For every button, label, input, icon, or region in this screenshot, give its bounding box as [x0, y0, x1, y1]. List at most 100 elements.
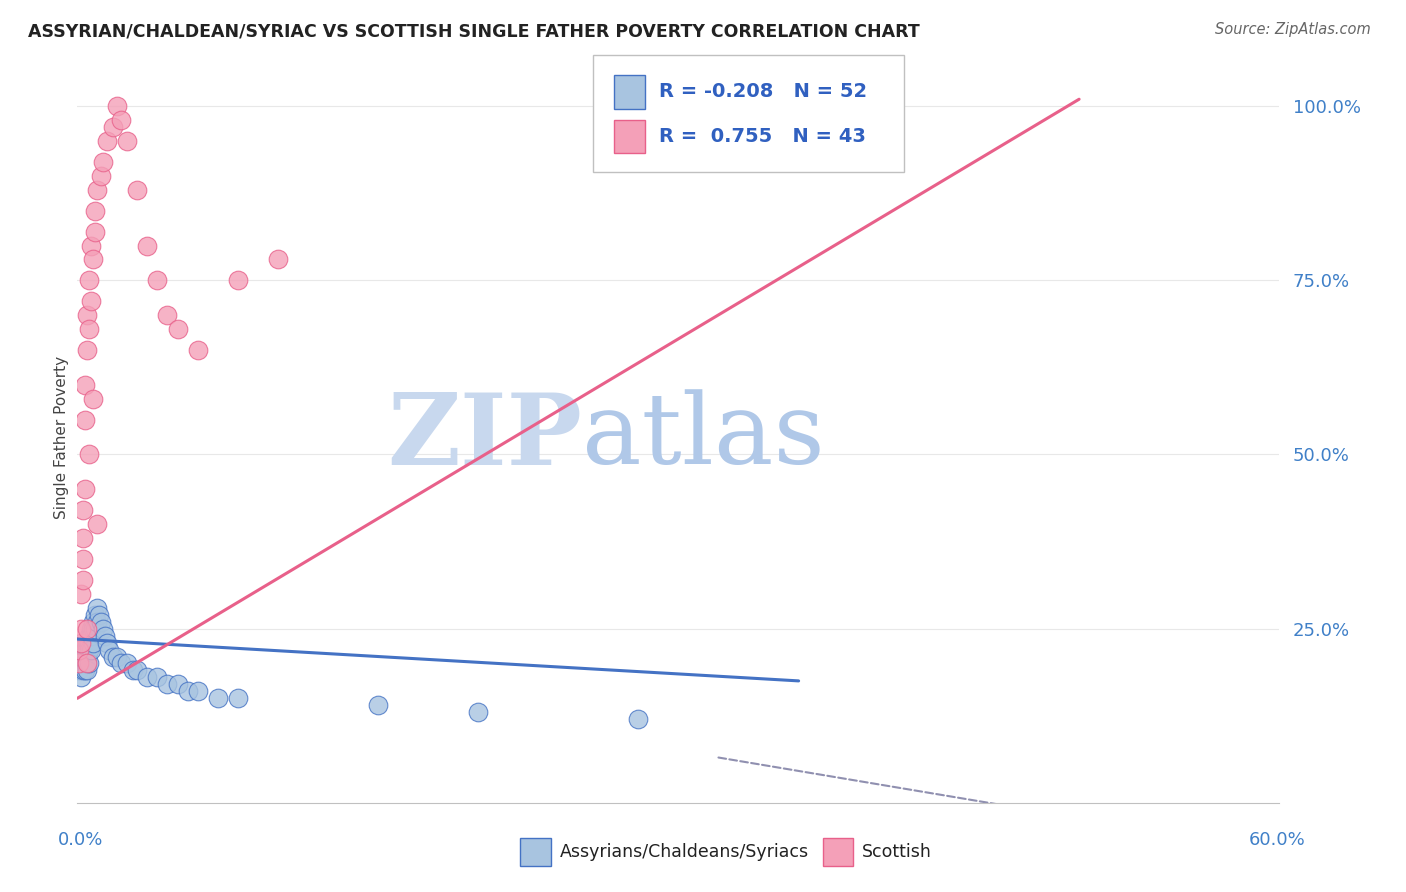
Point — [103, 120, 125, 134]
Point — [207, 691, 229, 706]
Point — [72, 649, 94, 664]
Point — [72, 531, 94, 545]
Point — [467, 705, 489, 719]
Point — [82, 615, 104, 629]
Point — [72, 503, 94, 517]
Point — [79, 273, 101, 287]
Point — [79, 322, 101, 336]
Point — [82, 392, 104, 406]
Point — [156, 677, 179, 691]
Point — [86, 615, 108, 629]
Point — [86, 600, 108, 615]
Point — [94, 629, 117, 643]
Point — [72, 664, 94, 678]
Point — [107, 99, 129, 113]
Point — [70, 657, 93, 671]
Point — [80, 642, 103, 657]
Point — [89, 607, 111, 622]
Point — [76, 657, 98, 671]
Point — [80, 629, 103, 643]
Point — [90, 169, 112, 183]
Point — [72, 552, 94, 566]
Point — [80, 294, 103, 309]
Point — [186, 684, 209, 698]
Point — [110, 113, 132, 128]
Point — [146, 273, 169, 287]
Point — [75, 412, 97, 426]
Point — [226, 691, 249, 706]
Point — [110, 657, 132, 671]
Point — [176, 684, 198, 698]
Point — [79, 448, 101, 462]
Point — [226, 273, 249, 287]
Point — [82, 252, 104, 267]
Point — [627, 712, 650, 726]
Point — [70, 635, 93, 649]
Point — [67, 642, 90, 657]
Point — [76, 622, 98, 636]
Point — [103, 649, 125, 664]
Point — [79, 635, 101, 649]
Point — [146, 670, 169, 684]
Text: ZIP: ZIP — [387, 389, 582, 485]
Point — [82, 635, 104, 649]
Text: 60.0%: 60.0% — [1249, 831, 1305, 849]
Point — [79, 657, 101, 671]
Point — [67, 657, 90, 671]
Text: atlas: atlas — [582, 389, 825, 485]
Point — [122, 664, 145, 678]
Text: R =  0.755   N = 43: R = 0.755 N = 43 — [659, 127, 866, 146]
Point — [70, 670, 93, 684]
Point — [166, 322, 188, 336]
Point — [76, 308, 98, 322]
Point — [267, 252, 290, 267]
Text: ASSYRIAN/CHALDEAN/SYRIAC VS SCOTTISH SINGLE FATHER POVERTY CORRELATION CHART: ASSYRIAN/CHALDEAN/SYRIAC VS SCOTTISH SIN… — [28, 22, 920, 40]
Point — [76, 642, 98, 657]
Point — [80, 238, 103, 252]
Point — [76, 649, 98, 664]
Text: Source: ZipAtlas.com: Source: ZipAtlas.com — [1215, 22, 1371, 37]
Point — [72, 573, 94, 587]
Text: Assyrians/Chaldeans/Syriacs: Assyrians/Chaldeans/Syriacs — [560, 843, 808, 861]
Point — [76, 635, 98, 649]
Point — [86, 183, 108, 197]
Point — [84, 622, 107, 636]
Point — [72, 657, 94, 671]
Y-axis label: Single Father Poverty: Single Father Poverty — [53, 356, 69, 518]
Point — [117, 134, 139, 148]
Point — [75, 649, 97, 664]
Point — [156, 308, 179, 322]
Point — [136, 238, 159, 252]
Point — [67, 664, 90, 678]
Point — [84, 225, 107, 239]
Point — [70, 622, 93, 636]
Point — [107, 649, 129, 664]
Point — [90, 615, 112, 629]
Point — [96, 134, 118, 148]
Point — [75, 483, 97, 497]
Point — [127, 183, 149, 197]
Text: Scottish: Scottish — [862, 843, 932, 861]
Point — [136, 670, 159, 684]
Point — [70, 587, 93, 601]
Point — [84, 607, 107, 622]
Point — [76, 657, 98, 671]
Point — [79, 642, 101, 657]
Point — [93, 622, 115, 636]
Point — [127, 664, 149, 678]
Point — [84, 203, 107, 218]
Point — [79, 629, 101, 643]
Point — [76, 664, 98, 678]
Point — [367, 698, 389, 713]
Point — [186, 343, 209, 357]
Text: R = -0.208   N = 52: R = -0.208 N = 52 — [659, 82, 868, 102]
Point — [117, 657, 139, 671]
Point — [75, 642, 97, 657]
Point — [93, 155, 115, 169]
Point — [86, 517, 108, 532]
Point — [75, 664, 97, 678]
Point — [75, 657, 97, 671]
Point — [75, 377, 97, 392]
Point — [98, 642, 121, 657]
Text: 0.0%: 0.0% — [58, 831, 103, 849]
